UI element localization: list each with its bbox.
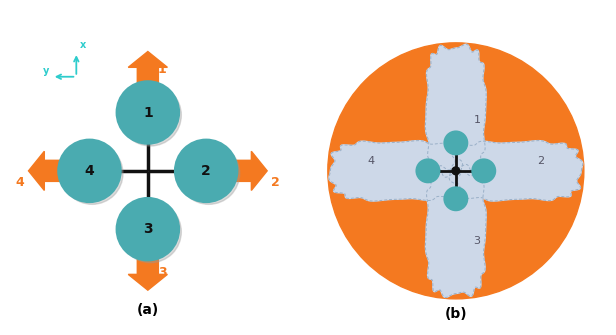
Circle shape (472, 159, 495, 183)
Circle shape (120, 201, 181, 263)
Text: 3: 3 (474, 236, 480, 246)
Text: 1: 1 (143, 106, 153, 120)
Circle shape (59, 140, 120, 202)
Text: 2: 2 (538, 156, 545, 166)
Text: 3: 3 (158, 266, 166, 279)
Text: x: x (80, 41, 86, 50)
Text: (a): (a) (137, 303, 159, 317)
Polygon shape (426, 164, 486, 297)
Polygon shape (449, 141, 583, 201)
Text: 1: 1 (474, 116, 480, 125)
Text: 4: 4 (84, 164, 94, 178)
Text: 2: 2 (271, 177, 280, 189)
FancyArrow shape (128, 250, 168, 290)
Circle shape (444, 187, 468, 210)
Circle shape (452, 167, 460, 175)
Text: 4: 4 (367, 156, 374, 166)
Text: (b): (b) (445, 308, 467, 321)
FancyArrow shape (28, 151, 69, 190)
Circle shape (117, 198, 179, 260)
Text: y: y (43, 66, 49, 76)
Circle shape (176, 140, 237, 202)
Circle shape (120, 84, 181, 146)
Circle shape (61, 143, 123, 204)
Circle shape (328, 43, 584, 299)
FancyArrow shape (128, 52, 168, 92)
Circle shape (416, 159, 440, 183)
Polygon shape (426, 44, 486, 177)
Text: 2: 2 (201, 164, 211, 178)
Circle shape (178, 143, 240, 204)
Polygon shape (329, 141, 463, 201)
Circle shape (444, 131, 468, 154)
Circle shape (117, 82, 179, 143)
Text: 4: 4 (16, 177, 25, 189)
Text: 1: 1 (158, 63, 166, 76)
Text: 3: 3 (143, 222, 153, 236)
FancyArrow shape (227, 151, 267, 190)
